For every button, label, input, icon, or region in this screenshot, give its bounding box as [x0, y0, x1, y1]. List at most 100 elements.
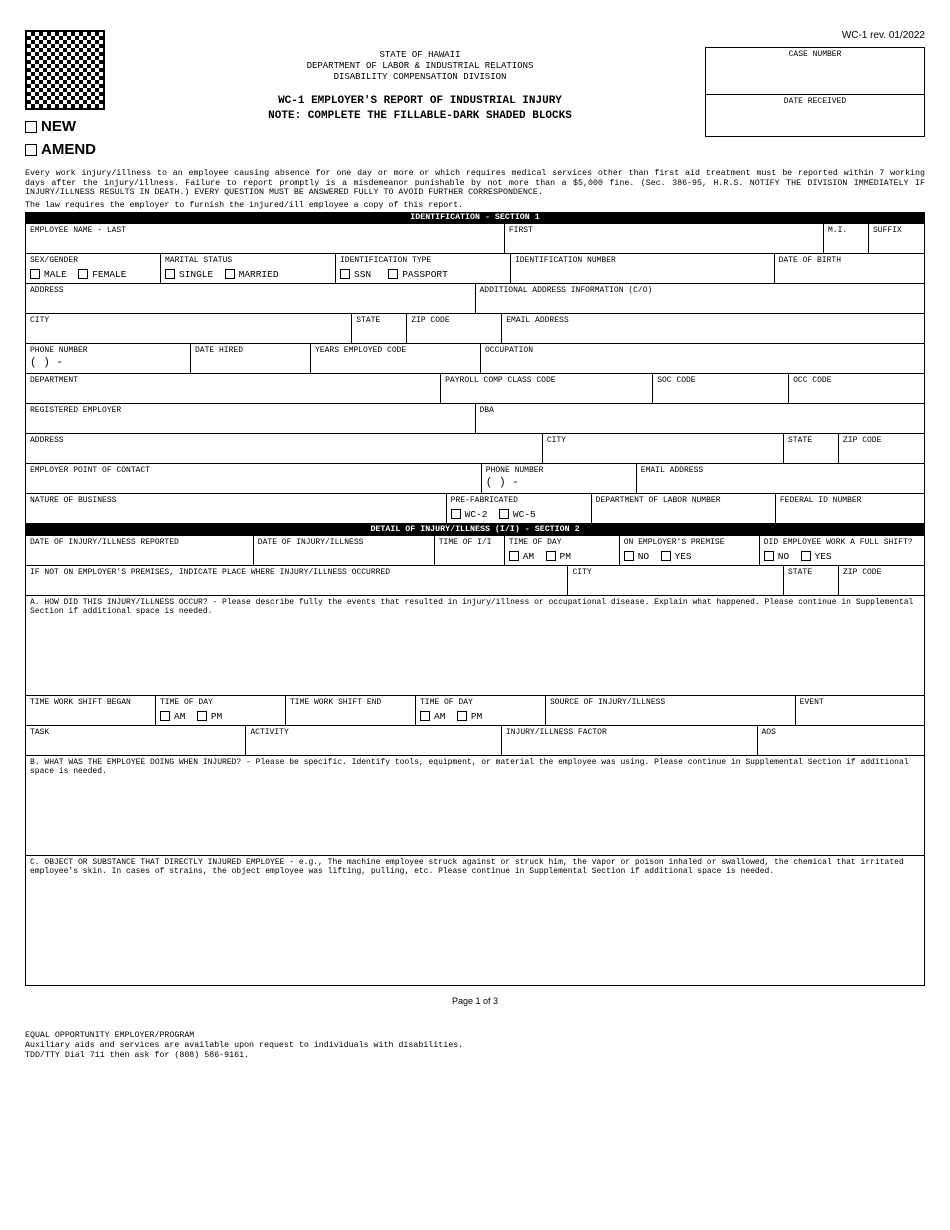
fed-id-cell[interactable]: FEDERAL ID NUMBER — [776, 494, 924, 523]
nature-business-cell[interactable]: NATURE OF BUSINESS — [26, 494, 447, 523]
date-ii-cell[interactable]: DATE OF INJURY/ILLNESS — [254, 536, 435, 565]
wc5-checkbox[interactable] — [499, 509, 509, 519]
id-type-label: IDENTIFICATION TYPE — [340, 256, 506, 265]
not-premise-cell[interactable]: IF NOT ON EMPLOYER'S PREMISES, INDICATE … — [26, 566, 568, 595]
agency-block: STATE OF HAWAII DEPARTMENT OF LABOR & IN… — [135, 50, 705, 82]
agency-line1: STATE OF HAWAII — [135, 50, 705, 61]
title-column: STATE OF HAWAII DEPARTMENT OF LABOR & IN… — [135, 30, 705, 123]
employer-address-cell[interactable]: ADDRESS — [26, 434, 543, 463]
amend-checkbox[interactable] — [25, 144, 37, 156]
am-checkbox-3[interactable] — [420, 711, 430, 721]
pm-checkbox-1[interactable] — [546, 551, 556, 561]
am-checkbox-1[interactable] — [509, 551, 519, 561]
years-employed-cell[interactable]: YEARS EMPLOYED CODE — [311, 344, 481, 373]
wc2-checkbox[interactable] — [451, 509, 461, 519]
employer-zip-cell[interactable]: ZIP CODE — [839, 434, 924, 463]
date-received-box[interactable]: DATE RECEIVED — [705, 95, 925, 137]
passport-checkbox[interactable] — [388, 269, 398, 279]
employee-mi-cell[interactable]: M.I. — [824, 224, 869, 253]
employer-email-label: EMAIL ADDRESS — [641, 466, 920, 475]
pm-label-3: PM — [471, 711, 482, 722]
pm-checkbox-3[interactable] — [457, 711, 467, 721]
header-row: NEW AMEND STATE OF HAWAII DEPARTMENT OF … — [25, 30, 925, 161]
premise-yes-checkbox[interactable] — [661, 551, 671, 561]
single-checkbox[interactable] — [165, 269, 175, 279]
employer-state-cell[interactable]: STATE — [784, 434, 839, 463]
wc5-label: WC-5 — [513, 509, 536, 520]
employee-last-cell[interactable]: EMPLOYEE NAME - LAST — [26, 224, 505, 253]
department-cell[interactable]: DEPARTMENT — [26, 374, 441, 403]
task-cell[interactable]: TASK — [26, 726, 246, 755]
premise-no-checkbox[interactable] — [624, 551, 634, 561]
employer-poc-cell[interactable]: EMPLOYER POINT OF CONTACT — [26, 464, 482, 493]
footer-line1: EQUAL OPPORTUNITY EMPLOYER/PROGRAM — [25, 1031, 925, 1041]
s2-zip-cell[interactable]: ZIP CODE — [839, 566, 924, 595]
question-c-label: C. OBJECT OR SUBSTANCE THAT DIRECTLY INJ… — [30, 858, 920, 876]
employer-city-cell[interactable]: CITY — [543, 434, 784, 463]
phone-cell[interactable]: PHONE NUMBER ( ) - — [26, 344, 191, 373]
source-cell[interactable]: SOURCE OF INJURY/ILLNESS — [546, 696, 796, 725]
employee-first-cell[interactable]: FIRST — [505, 224, 824, 253]
id-number-cell[interactable]: IDENTIFICATION NUMBER — [511, 254, 775, 283]
dol-number-cell[interactable]: DEPARTMENT OF LABOR NUMBER — [592, 494, 776, 523]
qr-code-icon — [25, 30, 105, 110]
phone-template: ( ) - — [30, 355, 186, 369]
aos-cell[interactable]: AOS — [758, 726, 925, 755]
address-cell[interactable]: ADDRESS — [26, 284, 476, 313]
employer-phone-cell[interactable]: PHONE NUMBER ( ) - — [482, 464, 637, 493]
zip-cell[interactable]: ZIP CODE — [407, 314, 502, 343]
married-checkbox[interactable] — [225, 269, 235, 279]
email-cell[interactable]: EMAIL ADDRESS — [502, 314, 924, 343]
source-label: SOURCE OF INJURY/ILLNESS — [550, 698, 791, 707]
ssn-checkbox[interactable] — [340, 269, 350, 279]
shift-end-cell[interactable]: TIME WORK SHIFT END — [286, 696, 416, 725]
s2-state-cell[interactable]: STATE — [784, 566, 839, 595]
shift-began-cell[interactable]: TIME WORK SHIFT BEGAN — [26, 696, 156, 725]
registered-employer-cell[interactable]: REGISTERED EMPLOYER — [26, 404, 476, 433]
employee-last-label: EMPLOYEE NAME - LAST — [30, 226, 500, 235]
activity-label: ACTIVITY — [250, 728, 497, 737]
new-checkbox[interactable] — [25, 121, 37, 133]
question-a-cell[interactable]: A. HOW DID THIS INJURY/ILLNESS OCCUR? - … — [26, 596, 924, 695]
employer-zip-label: ZIP CODE — [843, 436, 920, 445]
employee-suffix-cell[interactable]: SUFFIX — [869, 224, 924, 253]
occupation-label: OCCUPATION — [485, 346, 920, 355]
question-b-cell[interactable]: B. WHAT WAS THE EMPLOYEE DOING WHEN INJU… — [26, 756, 924, 855]
dol-number-label: DEPARTMENT OF LABOR NUMBER — [596, 496, 771, 505]
address-label: ADDRESS — [30, 286, 471, 295]
city-cell[interactable]: CITY — [26, 314, 352, 343]
tod-began-label: TIME OF DAY — [160, 698, 281, 707]
employer-address-label: ADDRESS — [30, 436, 538, 445]
agency-line3: DISABILITY COMPENSATION DIVISION — [135, 72, 705, 83]
am-checkbox-2[interactable] — [160, 711, 170, 721]
factor-cell[interactable]: INJURY/ILLNESS FACTOR — [502, 726, 758, 755]
payroll-class-cell[interactable]: PAYROLL COMP CLASS CODE — [441, 374, 653, 403]
occ-code-cell[interactable]: OCC CODE — [789, 374, 924, 403]
case-number-label: CASE NUMBER — [789, 50, 842, 59]
s2-city-cell[interactable]: CITY — [568, 566, 784, 595]
on-premise-label: ON EMPLOYER'S PREMISE — [624, 538, 755, 547]
activity-cell[interactable]: ACTIVITY — [246, 726, 502, 755]
state-cell[interactable]: STATE — [352, 314, 407, 343]
pm-label-1: PM — [560, 551, 571, 562]
dba-cell[interactable]: DBA — [476, 404, 925, 433]
event-cell[interactable]: EVENT — [796, 696, 924, 725]
dob-cell[interactable]: DATE OF BIRTH — [775, 254, 924, 283]
date-reported-cell[interactable]: DATE OF INJURY/ILLNESS REPORTED — [26, 536, 254, 565]
pm-checkbox-2[interactable] — [197, 711, 207, 721]
occupation-cell[interactable]: OCCUPATION — [481, 344, 924, 373]
employer-email-cell[interactable]: EMAIL ADDRESS — [637, 464, 924, 493]
date-hired-cell[interactable]: DATE HIRED — [191, 344, 311, 373]
footer: EQUAL OPPORTUNITY EMPLOYER/PROGRAM Auxil… — [25, 1031, 925, 1061]
shift-yes-checkbox[interactable] — [801, 551, 811, 561]
female-checkbox[interactable] — [78, 269, 88, 279]
soc-code-cell[interactable]: SOC CODE — [653, 374, 789, 403]
time-ii-cell[interactable]: TIME OF I/I — [435, 536, 505, 565]
question-c-cell[interactable]: C. OBJECT OR SUBSTANCE THAT DIRECTLY INJ… — [26, 856, 924, 985]
case-number-box[interactable]: CASE NUMBER — [705, 47, 925, 95]
email-label: EMAIL ADDRESS — [506, 316, 920, 325]
task-label: TASK — [30, 728, 241, 737]
male-checkbox[interactable] — [30, 269, 40, 279]
addl-address-cell[interactable]: ADDITIONAL ADDRESS INFORMATION (C/O) — [476, 284, 925, 313]
shift-no-checkbox[interactable] — [764, 551, 774, 561]
